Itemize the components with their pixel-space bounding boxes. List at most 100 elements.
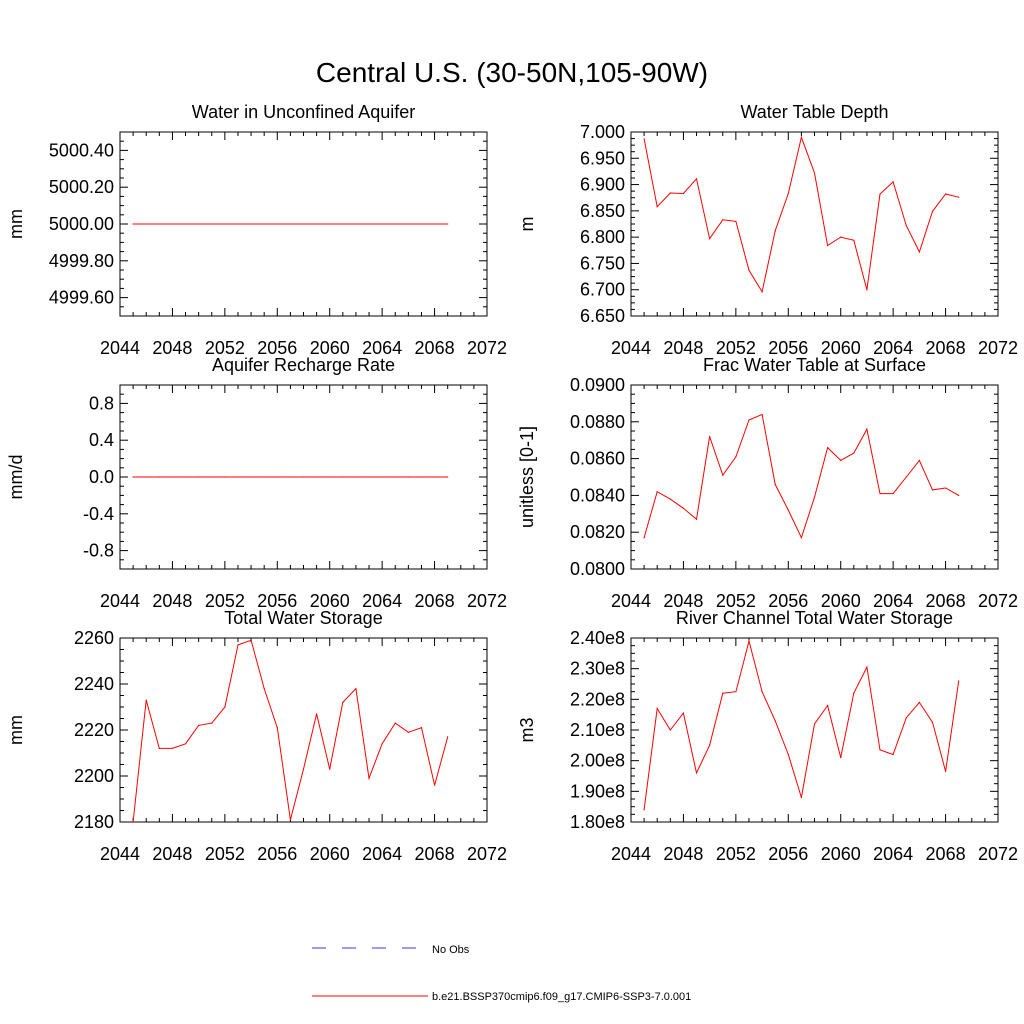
data-point <box>211 476 213 478</box>
panel-title: Total Water Storage <box>224 608 382 628</box>
data-point <box>656 206 658 208</box>
x-tick-label: 2048 <box>152 338 192 358</box>
y-tick-label: 1.80e8 <box>570 812 625 832</box>
x-tick-label: 2056 <box>768 338 808 358</box>
data-point <box>761 413 763 416</box>
x-tick-label: 2064 <box>362 338 402 358</box>
data-point <box>433 223 436 225</box>
data-point <box>289 223 291 225</box>
data-point <box>813 723 816 725</box>
data-point <box>381 476 383 478</box>
data-point <box>892 492 894 495</box>
data-point <box>958 494 960 496</box>
data-point <box>905 717 907 719</box>
y-axis-label: mm/d <box>6 455 26 500</box>
y-axis-label: m3 <box>517 717 537 742</box>
y-tick-label: 0.0820 <box>570 522 625 542</box>
x-tick-label: 2068 <box>415 591 455 611</box>
data-point <box>853 692 855 694</box>
x-tick-label: 2060 <box>310 338 350 358</box>
data-point <box>669 192 671 194</box>
data-point <box>774 483 776 485</box>
data-point <box>329 223 331 225</box>
data-point <box>761 691 763 693</box>
x-tick-label: 2044 <box>100 844 140 864</box>
x-tick-label: 2072 <box>978 338 1018 358</box>
y-tick-label: 0.8 <box>89 393 114 413</box>
x-tick-label: 2044 <box>100 338 140 358</box>
data-point <box>748 269 750 271</box>
x-tick-label: 2064 <box>362 591 402 611</box>
y-tick-label: 0.0860 <box>570 449 625 469</box>
data-point <box>918 459 920 462</box>
x-tick-label: 2060 <box>310 591 350 611</box>
y-tick-label: 5000.40 <box>49 140 114 160</box>
data-point <box>381 223 383 225</box>
y-tick-label: 2.40e8 <box>570 628 625 648</box>
y-tick-label: 2180 <box>74 812 114 832</box>
y-tick-label: 0.0900 <box>570 375 625 395</box>
data-point <box>132 476 134 478</box>
x-tick-label: 2060 <box>821 844 861 864</box>
y-tick-label: 2200 <box>74 766 114 786</box>
data-point <box>643 809 645 811</box>
x-tick-label: 2064 <box>362 844 402 864</box>
data-point <box>447 736 449 738</box>
series-line <box>643 413 959 540</box>
data-point <box>184 743 187 745</box>
data-point <box>368 476 370 478</box>
x-tick-label: 2052 <box>716 591 756 611</box>
data-point <box>342 701 344 704</box>
x-tick-label: 2056 <box>257 844 297 864</box>
data-point <box>800 796 802 799</box>
data-point <box>879 749 881 751</box>
data-point <box>368 223 370 225</box>
data-point <box>892 181 894 183</box>
data-point <box>224 706 226 708</box>
data-point <box>813 172 816 174</box>
data-point <box>198 724 200 727</box>
x-tick-label: 2052 <box>205 338 245 358</box>
data-point <box>735 691 737 693</box>
x-tick-label: 2064 <box>873 844 913 864</box>
data-point <box>198 223 200 225</box>
data-point <box>407 223 409 225</box>
data-point <box>931 721 934 723</box>
data-point <box>145 476 147 478</box>
data-point <box>695 518 698 520</box>
data-point <box>263 476 265 478</box>
x-tick-label: 2048 <box>663 591 703 611</box>
x-tick-label: 2052 <box>716 338 756 358</box>
data-point <box>866 289 868 291</box>
panel-title: Frac Water Table at Surface <box>703 355 926 375</box>
x-tick-label: 2072 <box>467 591 507 611</box>
data-point <box>302 768 305 770</box>
y-axis-label: mm <box>6 209 26 239</box>
data-point <box>787 192 789 195</box>
y-tick-label: 4999.60 <box>49 288 114 308</box>
y-tick-label: 2.30e8 <box>570 659 625 679</box>
y-tick-label: 6.650 <box>580 306 625 326</box>
x-tick-label: 2060 <box>310 844 350 864</box>
x-tick-label: 2044 <box>611 844 651 864</box>
y-tick-label: 0.0880 <box>570 412 625 432</box>
data-point <box>211 722 213 724</box>
data-point <box>695 772 698 774</box>
data-point <box>250 639 252 641</box>
series-line <box>643 135 959 294</box>
x-tick-label: 2056 <box>257 591 297 611</box>
data-point <box>224 223 226 225</box>
data-point <box>184 223 187 225</box>
x-tick-label: 2044 <box>611 591 651 611</box>
data-point <box>447 476 449 478</box>
x-tick-label: 2072 <box>978 591 1018 611</box>
data-point <box>918 251 920 253</box>
data-point <box>958 196 960 198</box>
x-tick-label: 2048 <box>152 844 192 864</box>
data-point <box>669 498 671 500</box>
data-point <box>171 223 174 225</box>
data-point <box>355 688 357 690</box>
y-tick-label: 0.0840 <box>570 485 625 505</box>
x-tick-label: 2056 <box>768 591 808 611</box>
data-point <box>171 747 174 750</box>
